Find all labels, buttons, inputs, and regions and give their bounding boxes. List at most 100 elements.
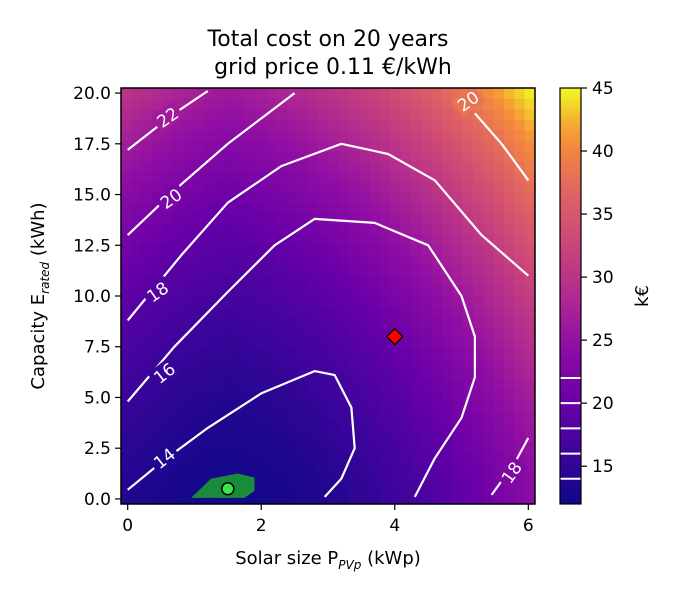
heatmap-cell <box>235 171 246 182</box>
heatmap-cell <box>162 161 173 172</box>
heatmap-cell <box>504 265 515 276</box>
heatmap-cell <box>214 88 225 99</box>
heatmap-cell <box>380 462 391 473</box>
heatmap-cell <box>297 286 308 297</box>
heatmap-cell <box>297 400 308 411</box>
heatmap-cell <box>400 296 411 307</box>
heatmap-cell <box>193 296 204 307</box>
heatmap-cell <box>483 192 494 203</box>
heatmap-cell <box>338 442 349 453</box>
heatmap-cell <box>369 379 380 390</box>
heatmap-cell <box>452 462 463 473</box>
heatmap-cell <box>183 410 194 421</box>
heatmap-cell <box>369 431 380 442</box>
heatmap-cell <box>235 296 246 307</box>
heatmap-cell <box>318 338 329 349</box>
heatmap-cell <box>338 421 349 432</box>
heatmap-cell <box>400 483 411 494</box>
heatmap-cell <box>121 296 132 307</box>
heatmap-cell <box>287 286 298 297</box>
heatmap-cell <box>359 88 370 99</box>
heatmap-cell <box>483 88 494 99</box>
heatmap-cell <box>514 286 525 297</box>
heatmap-cell <box>297 317 308 328</box>
x-tick-label: 0 <box>122 516 133 536</box>
heatmap-cell <box>442 410 453 421</box>
heatmap-cell <box>504 358 515 369</box>
heatmap-cell <box>276 140 287 151</box>
heatmap-cell <box>183 161 194 172</box>
heatmap-cell <box>514 410 525 421</box>
heatmap-cell <box>235 358 246 369</box>
heatmap-cell <box>359 369 370 380</box>
heatmap-cell <box>452 442 463 453</box>
heatmap-cell <box>483 182 494 193</box>
heatmap-cell <box>514 244 525 255</box>
heatmap-cell <box>307 265 318 276</box>
heatmap-cell <box>473 431 484 442</box>
heatmap-cell <box>307 296 318 307</box>
heatmap-cell <box>514 182 525 193</box>
heatmap-cell <box>452 265 463 276</box>
heatmap-cell <box>525 327 536 338</box>
heatmap-cell <box>318 421 329 432</box>
heatmap-cell <box>245 130 256 141</box>
heatmap-cell <box>380 379 391 390</box>
heatmap-cell <box>432 358 443 369</box>
heatmap-cell <box>245 234 256 245</box>
heatmap-cell <box>256 348 267 359</box>
heatmap-cell <box>307 390 318 401</box>
heatmap-cell <box>225 223 236 234</box>
heatmap-cell <box>235 452 246 463</box>
heatmap-cell <box>483 348 494 359</box>
heatmap-cell <box>483 317 494 328</box>
heatmap-cell <box>307 462 318 473</box>
heatmap-cell <box>162 338 173 349</box>
heatmap-cell <box>504 88 515 99</box>
heatmap-cell <box>297 192 308 203</box>
heatmap-cell <box>483 140 494 151</box>
heatmap-cell <box>432 431 443 442</box>
heatmap-cell <box>297 338 308 349</box>
heatmap-cell <box>463 452 474 463</box>
heatmap-cell <box>183 348 194 359</box>
heatmap-cell <box>173 390 184 401</box>
heatmap-cell <box>328 265 339 276</box>
heatmap-cell <box>256 286 267 297</box>
heatmap-cell <box>421 390 432 401</box>
heatmap-cell <box>256 161 267 172</box>
heatmap-cell <box>142 88 153 99</box>
heatmap-cell <box>276 150 287 161</box>
heatmap-cell <box>359 338 370 349</box>
heatmap-cell <box>328 286 339 297</box>
y-tick-label: 2.5 <box>84 439 111 459</box>
heatmap-cell <box>400 410 411 421</box>
heatmap-cell <box>463 234 474 245</box>
heatmap-cell <box>256 223 267 234</box>
heatmap-cell <box>307 202 318 213</box>
heatmap-cell <box>432 327 443 338</box>
heatmap-cell <box>287 494 298 505</box>
heatmap-cell <box>307 98 318 109</box>
heatmap-cell <box>142 254 153 265</box>
heatmap-cell <box>463 421 474 432</box>
heatmap-cell <box>504 109 515 120</box>
heatmap-cell <box>349 150 360 161</box>
heatmap-cell <box>421 348 432 359</box>
heatmap-cell <box>183 265 194 276</box>
heatmap-cell <box>318 98 329 109</box>
heatmap-cell <box>452 390 463 401</box>
heatmap-cell <box>297 202 308 213</box>
heatmap-cell <box>369 98 380 109</box>
heatmap-cell <box>204 140 215 151</box>
heatmap-cell <box>411 306 422 317</box>
heatmap-cell <box>359 410 370 421</box>
heatmap-cell <box>421 88 432 99</box>
heatmap-cell <box>307 338 318 349</box>
heatmap-cell <box>380 192 391 203</box>
heatmap-cell <box>287 421 298 432</box>
heatmap-cell <box>400 213 411 224</box>
heatmap-cell <box>287 109 298 120</box>
heatmap-cell <box>245 109 256 120</box>
heatmap-cell <box>121 452 132 463</box>
